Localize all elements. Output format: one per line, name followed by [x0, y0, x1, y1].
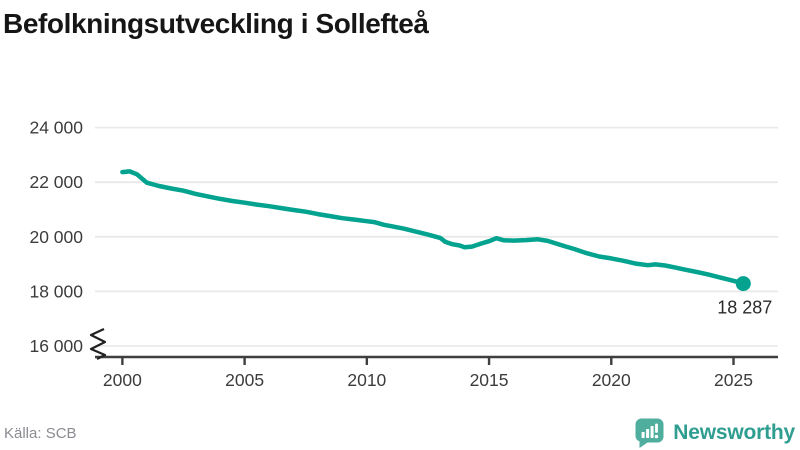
y-axis-tick-label: 20 000: [29, 227, 83, 247]
chart-title: Befolkningsutveckling i Sollefteå: [3, 8, 429, 39]
x-axis-tick-label: 2000: [103, 370, 142, 390]
x-axis-tick-label: 2020: [592, 370, 631, 390]
newsworthy-speech-bubble-bar-chart-icon: [635, 418, 664, 448]
x-axis-tick-label: 2025: [714, 370, 753, 390]
latest-value-dot: [735, 276, 751, 292]
y-axis-tick-label: 22 000: [29, 172, 83, 192]
latest-value-label: 18 287: [717, 298, 772, 318]
x-axis-tick-label: 2015: [470, 370, 509, 390]
x-axis-tick-label: 2005: [225, 370, 264, 390]
y-axis-break-zigzag-icon: [89, 327, 107, 361]
y-axis-tick-label: 16 000: [29, 336, 83, 356]
population-line-series: [120, 169, 746, 286]
newsworthy-logo: Newsworthy: [634, 417, 795, 448]
x-axis-tick-label: 2010: [347, 370, 386, 390]
source-attribution: Källa: SCB: [4, 425, 77, 442]
y-axis-tick-label: 18 000: [29, 281, 83, 301]
newsworthy-logo-text: Newsworthy: [673, 420, 795, 444]
y-axis-tick-label: 24 000: [29, 118, 83, 138]
